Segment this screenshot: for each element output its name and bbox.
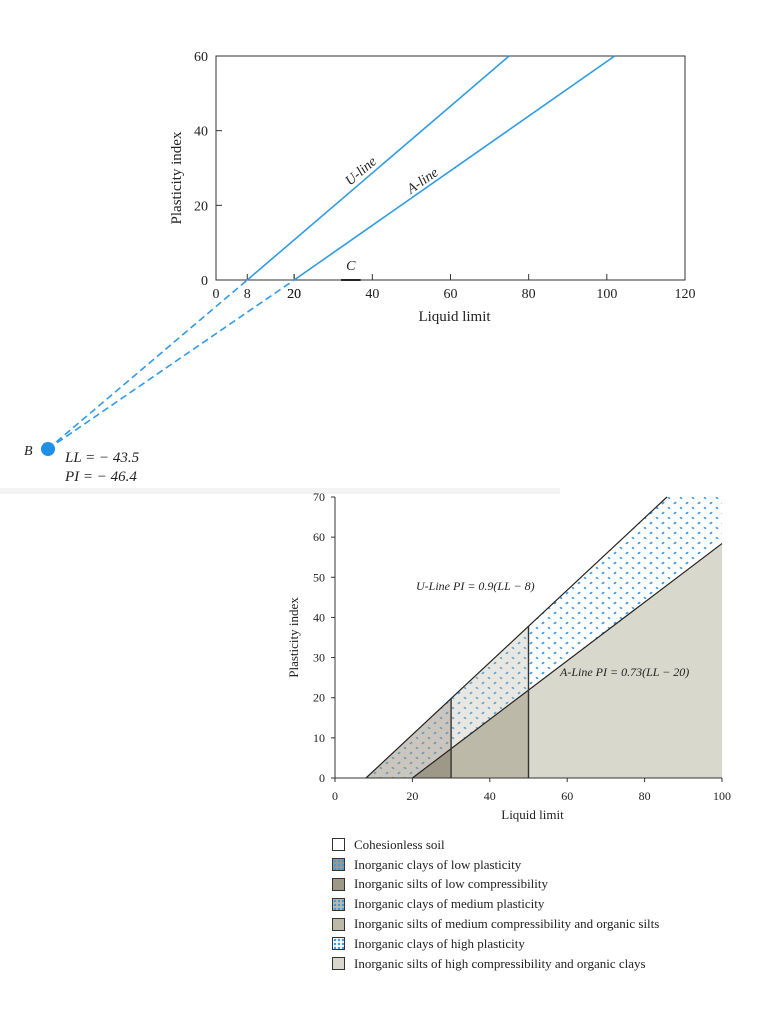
y-tick-label: 10 xyxy=(313,731,325,745)
legend-label: Cohesionless soil xyxy=(354,836,445,852)
a-line xyxy=(293,55,616,281)
y-tick-label: 0 xyxy=(201,274,208,289)
x-tick-label: 100 xyxy=(713,789,731,803)
x-tick-label: 80 xyxy=(639,789,651,803)
point-b-marker xyxy=(41,442,55,456)
legend-swatch xyxy=(332,877,345,891)
y-tick-label: 30 xyxy=(313,651,325,665)
legend-item: Inorganic silts of high compressibility … xyxy=(332,954,659,974)
x-tick-label: 20 xyxy=(406,789,418,803)
y-tick-label: 0 xyxy=(319,771,325,785)
legend-label: Inorganic clays of low plasticity xyxy=(354,856,522,872)
region-clay xyxy=(365,497,722,778)
legend-swatch xyxy=(332,838,345,852)
x-tick-label: 0 xyxy=(213,287,220,302)
legend-label: Inorganic silts of low compressibility xyxy=(354,876,549,892)
legend-label: Inorganic clays of medium plasticity xyxy=(354,896,545,912)
a-line-equation: A-Line PI = 0.73(LL − 20) xyxy=(559,665,689,679)
legend-item: Inorganic silts of low compressibility xyxy=(332,875,659,895)
x-tick-label: 60 xyxy=(444,287,458,302)
x-tick-label: 20 xyxy=(287,287,301,302)
point-b-ll-text: LL = − 43.5 xyxy=(64,450,140,466)
dashed-extension-line xyxy=(47,279,295,450)
x-tick-label: 20 xyxy=(287,287,301,302)
y-tick-label: 70 xyxy=(313,490,325,504)
region-silt-med xyxy=(451,690,529,778)
x-tick-label: 0 xyxy=(332,789,338,803)
legend-item: Cohesionless soil xyxy=(332,835,659,855)
point-b-pi-text: PI = − 46.4 xyxy=(64,469,137,485)
section-separator xyxy=(0,488,560,494)
x-tick-label: 80 xyxy=(522,287,536,302)
legend-swatch xyxy=(332,917,345,931)
legend-swatch xyxy=(332,897,345,911)
x-tick-label: 60 xyxy=(561,789,573,803)
a-line xyxy=(412,543,723,779)
legend-item: Inorganic clays of high plasticity xyxy=(332,934,659,954)
legend-item: Inorganic clays of medium plasticity xyxy=(332,894,659,914)
x-tick-label: 120 xyxy=(675,287,696,302)
u-line-equation: U-Line PI = 0.9(LL − 8) xyxy=(416,579,535,593)
legend-item: Inorganic silts of medium compressibilit… xyxy=(332,914,659,934)
region-clay-med-shade xyxy=(451,626,529,749)
u-line xyxy=(246,55,510,281)
legend: Cohesionless soil Inorganic clays of low … xyxy=(332,835,659,974)
x-tick-label: 100 xyxy=(596,287,617,302)
legend-swatch xyxy=(332,957,345,971)
legend-swatch xyxy=(332,937,345,951)
y-axis-label: Plasticity index xyxy=(286,597,301,678)
point-c-label: C xyxy=(346,259,356,274)
x-tick-label: 40 xyxy=(484,789,496,803)
legend-swatch xyxy=(332,858,345,872)
x-tick-label: 8 xyxy=(244,287,251,302)
region-silt-high xyxy=(528,543,722,778)
legend-label: Inorganic silts of medium compressibilit… xyxy=(354,916,660,932)
y-tick-label: 40 xyxy=(313,610,325,624)
x-tick-label: 40 xyxy=(365,287,379,302)
legend-label: Inorganic clays of high plasticity xyxy=(354,935,525,951)
y-axis-label: Plasticity index xyxy=(169,131,185,224)
y-tick-label: 50 xyxy=(313,570,325,584)
point-b-label: B xyxy=(24,444,33,459)
x-axis-label: Liquid limit xyxy=(418,309,491,325)
y-tick-label: 60 xyxy=(313,530,325,544)
u-line xyxy=(365,496,668,779)
y-tick-label: 60 xyxy=(194,50,208,65)
y-tick-label: 20 xyxy=(313,691,325,705)
x-axis-label: Liquid limit xyxy=(501,807,564,822)
y-tick-label: 40 xyxy=(194,125,208,140)
legend-item: Inorganic clays of low plasticity xyxy=(332,855,659,875)
legend-label: Inorganic silts of high compressibility … xyxy=(354,955,646,971)
y-tick-label: 20 xyxy=(194,199,208,214)
